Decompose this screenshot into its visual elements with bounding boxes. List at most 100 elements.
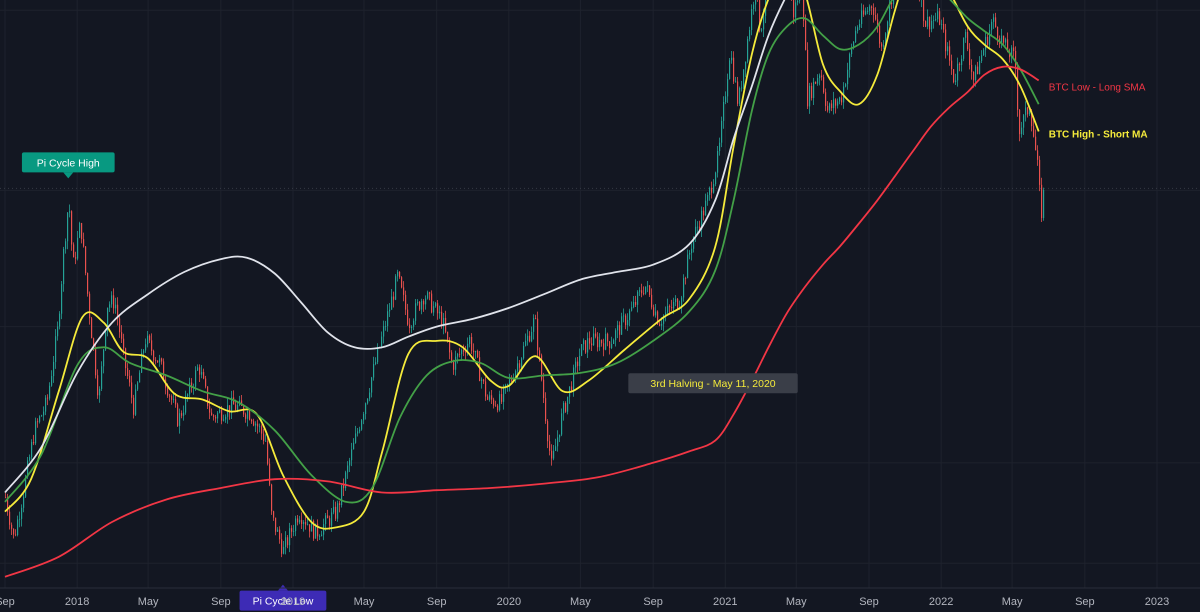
price-candle	[223, 419, 225, 421]
price-candle	[493, 399, 495, 406]
annotation-pointer	[628, 373, 637, 382]
price-candle	[229, 405, 231, 414]
price-candle	[483, 379, 485, 382]
price-candle	[429, 292, 431, 294]
price-candle	[605, 333, 607, 350]
price-candle	[109, 304, 111, 308]
price-candle	[933, 20, 935, 21]
price-candle	[635, 301, 637, 305]
price-candle	[701, 210, 703, 230]
price-candle	[127, 368, 129, 377]
price-candle	[717, 151, 719, 173]
price-candle	[169, 395, 171, 397]
price-candle	[1013, 47, 1015, 52]
price-candle	[289, 528, 291, 546]
price-candle	[659, 324, 661, 326]
price-candle	[535, 318, 537, 319]
price-candle	[949, 46, 951, 61]
price-candle	[939, 11, 941, 25]
price-candle	[997, 26, 999, 39]
price-candle	[763, 15, 765, 30]
price-candle	[71, 211, 73, 245]
price-candle	[579, 355, 581, 367]
price-candle	[695, 226, 697, 238]
price-candle	[833, 99, 835, 109]
x-tick-label: May	[1002, 596, 1023, 608]
price-candle	[991, 21, 993, 31]
price-candle	[79, 223, 81, 238]
price-candle	[449, 339, 451, 353]
price-candle	[1023, 115, 1025, 128]
x-tick-label: Sep	[859, 596, 879, 608]
price-candle	[543, 379, 545, 399]
price-candle	[649, 285, 651, 295]
annotation-label: Pi Cycle High	[37, 157, 100, 169]
price-candle	[953, 69, 955, 83]
x-tick-label: May	[786, 596, 807, 608]
price-candle	[923, 0, 925, 22]
x-tick-label: Sep	[0, 596, 15, 608]
price-candle	[15, 534, 17, 536]
price-candle	[23, 496, 25, 508]
price-candle	[455, 356, 457, 370]
x-axis: Sep 2018 May Sep 2019 May Sep 2020 May Sep 2021 May…	[0, 587, 1200, 608]
price-candle	[713, 184, 715, 193]
x-tick-label: Sep	[643, 596, 663, 608]
price-candle	[571, 386, 573, 392]
price-candle	[255, 423, 257, 426]
price-candle	[729, 60, 731, 80]
price-candle	[419, 301, 421, 310]
price-candle	[475, 351, 477, 353]
price-candle	[451, 352, 453, 363]
price-candle	[447, 331, 449, 340]
price-candle	[575, 361, 577, 368]
price-candle	[377, 347, 379, 363]
price-candle	[671, 307, 673, 309]
price-candle	[707, 194, 709, 201]
price-candle	[203, 372, 205, 379]
price-candle	[121, 332, 123, 339]
price-candle	[431, 293, 433, 313]
price-candle	[1035, 136, 1037, 151]
price-candle	[825, 92, 827, 106]
price-candle	[441, 311, 443, 327]
price-candle	[519, 363, 521, 368]
price-candle	[187, 394, 189, 397]
price-candle	[37, 421, 39, 423]
price-candle	[585, 340, 587, 353]
price-candle	[199, 367, 201, 375]
price-candle	[313, 520, 315, 539]
price-candle	[461, 350, 463, 355]
price-candle	[793, 0, 795, 18]
price-candle	[883, 45, 885, 47]
price-candle	[77, 237, 79, 259]
price-candle	[31, 442, 33, 458]
price-candle	[397, 271, 399, 277]
price-candle	[613, 340, 615, 344]
price-candle	[425, 298, 427, 305]
price-candle	[809, 85, 811, 107]
price-candle	[353, 442, 355, 450]
price-candle	[1041, 184, 1043, 219]
price-candle	[1015, 51, 1017, 69]
price-candle	[361, 420, 363, 430]
price-candle	[555, 446, 557, 451]
price-candle	[401, 277, 403, 288]
price-candle	[237, 405, 239, 410]
price-candle	[185, 396, 187, 413]
annotation-2: Pi Cycle Low	[239, 584, 327, 611]
annotation-label: 3rd Halving - May 11, 2020	[650, 378, 775, 390]
price-candle	[1021, 127, 1023, 135]
price-candle	[497, 405, 499, 411]
price-candle	[111, 295, 113, 305]
price-candle	[733, 57, 735, 82]
price-candle	[433, 306, 435, 313]
price-candle	[507, 384, 509, 385]
price-candle	[281, 539, 283, 554]
price-candle	[959, 63, 961, 65]
price-candle	[219, 409, 221, 413]
green-ma-line	[4, 0, 1040, 504]
price-candle	[601, 340, 603, 344]
